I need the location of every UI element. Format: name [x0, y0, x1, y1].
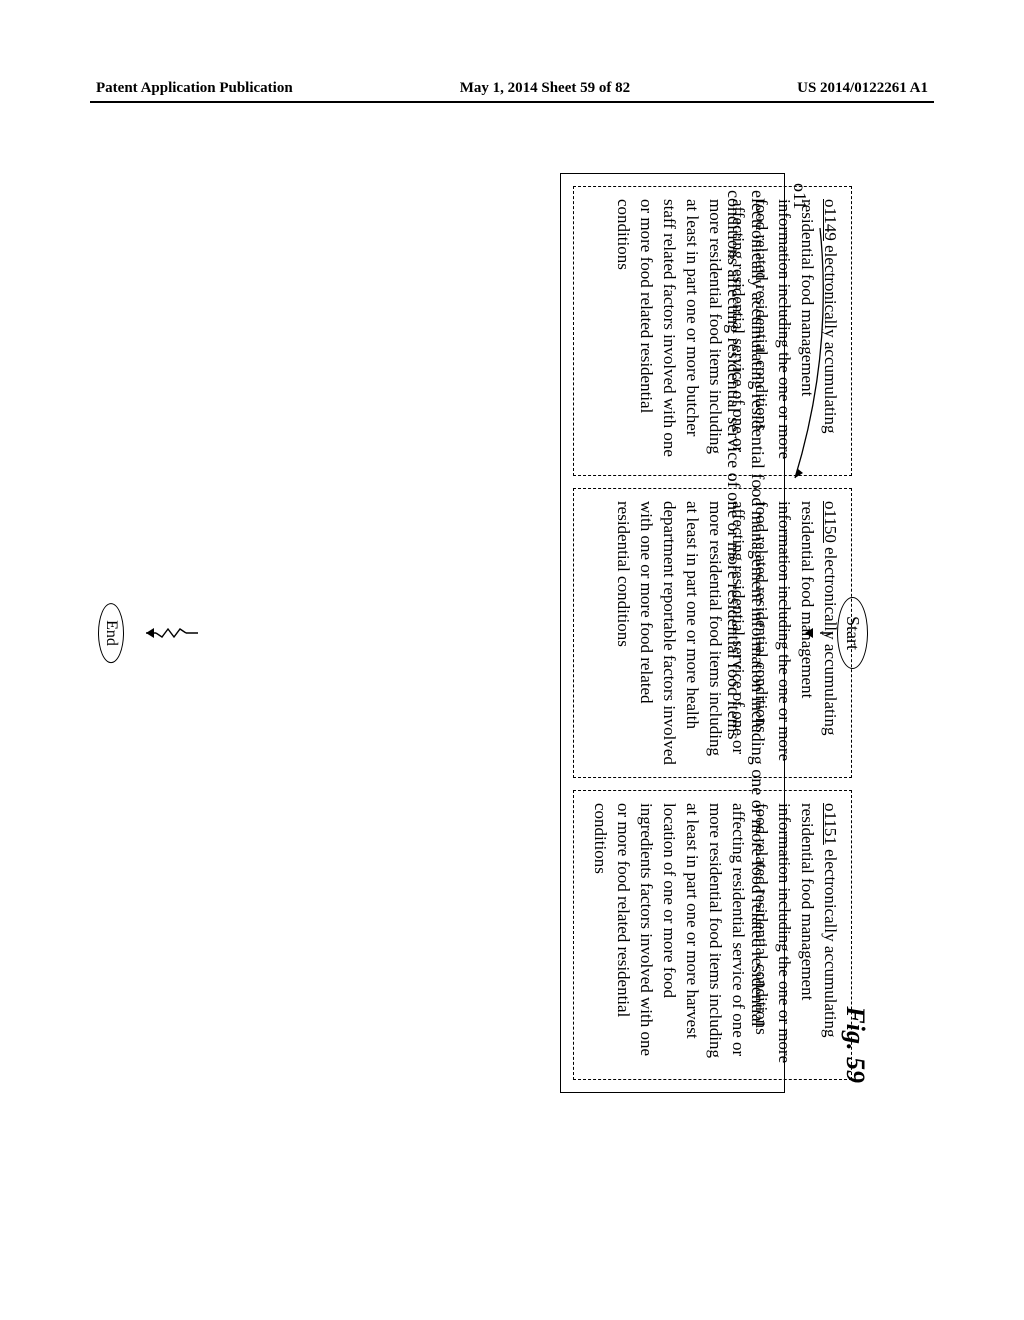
- patent-page: Patent Application Publication May 1, 20…: [90, 80, 934, 1180]
- sub-step-2-ref: o1150: [821, 501, 840, 543]
- sub-step-1: o1149 electronically accumulating reside…: [573, 186, 851, 476]
- sub-step-3: o1151 electronically accumulating reside…: [573, 790, 851, 1080]
- sub-step-1-text: electronically accumulating residential …: [614, 199, 839, 459]
- sub-step-1-ref: o1149: [821, 199, 840, 241]
- sub-step-2-text: electronically accumulating residential …: [614, 501, 839, 765]
- sub-step-3-ref: o1151: [821, 803, 840, 845]
- header-center: May 1, 2014 Sheet 59 of 82: [460, 80, 630, 97]
- sub-steps-row: o1149 electronically accumulating reside…: [573, 186, 851, 1080]
- header-left: Patent Application Publication: [96, 80, 293, 97]
- page-header: Patent Application Publication May 1, 20…: [90, 80, 934, 103]
- header-right: US 2014/0122261 A1: [797, 80, 928, 97]
- sub-step-3-text: electronically accumulating residential …: [591, 803, 839, 1063]
- zigzag-connector-icon: [138, 603, 198, 663]
- end-node: End: [98, 603, 124, 663]
- content-area: Fig. 59 Start o11 electronically accumul…: [90, 103, 934, 1123]
- main-step-box: electronically accumulating residential …: [560, 173, 785, 1093]
- sub-step-2: o1150 electronically accumulating reside…: [573, 488, 851, 778]
- rotated-figure: Fig. 59 Start o11 electronically accumul…: [90, 143, 880, 1123]
